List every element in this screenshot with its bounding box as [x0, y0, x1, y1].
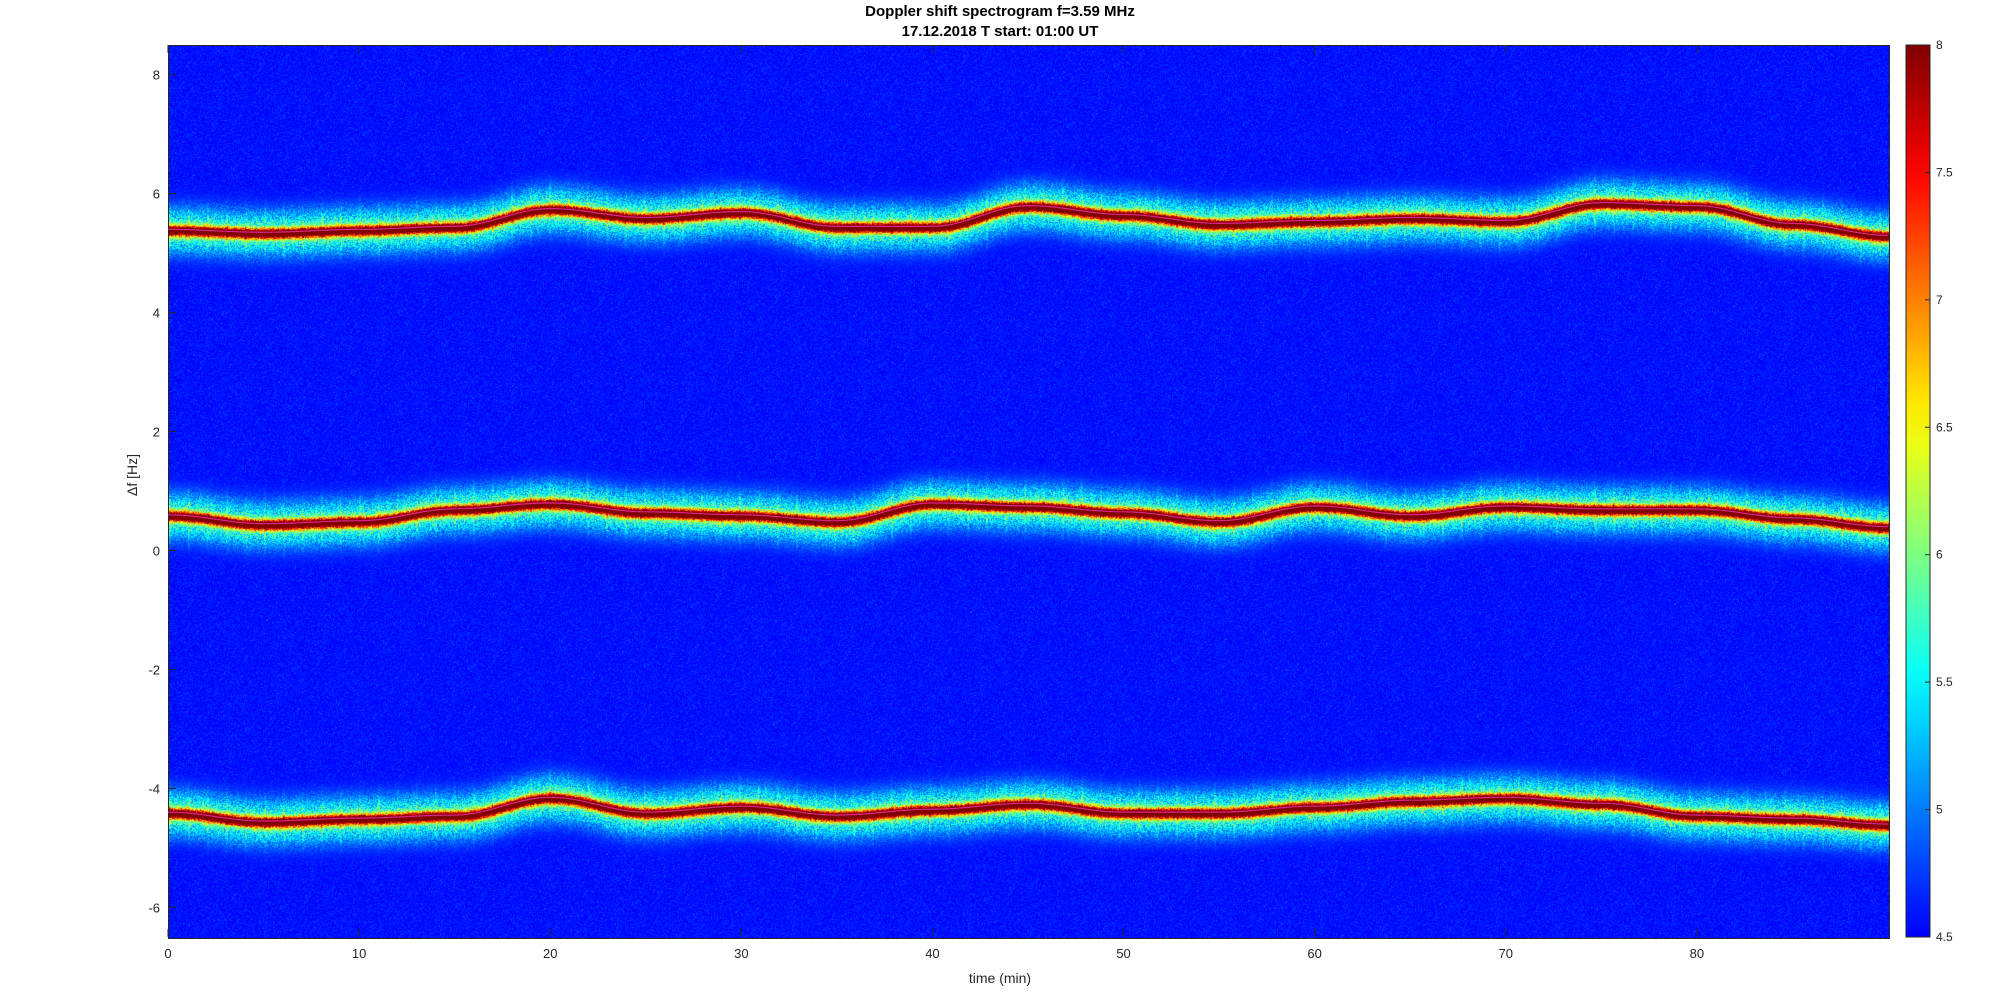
x-tick-label: 20 — [543, 946, 557, 961]
colorbar-tick-label: 7.5 — [1936, 165, 1953, 179]
y-tick-label: -4 — [148, 781, 160, 796]
colorbar-tick-label: 5 — [1936, 803, 1943, 817]
y-tick-label: 2 — [153, 425, 160, 440]
y-axis: -6 -4 -2 0 2 4 6 8 — [148, 68, 176, 915]
spectrogram-plot-area — [168, 45, 1890, 939]
y-tick-label: 8 — [153, 68, 160, 83]
x-tick-label: 70 — [1499, 946, 1513, 961]
x-tick-label: 60 — [1307, 946, 1321, 961]
y-tick-label: 0 — [153, 543, 160, 558]
colorbar-tick-label: 6.5 — [1936, 420, 1953, 434]
chart-subtitle: 17.12.2018 T start: 01:00 UT — [901, 23, 1099, 40]
y-tick-label: 6 — [153, 187, 160, 202]
y-tick-label: -6 — [148, 900, 160, 915]
colorbar-tick-label: 4.5 — [1936, 930, 1953, 944]
x-tick-label: 50 — [1116, 946, 1130, 961]
ridge-line-middle — [167, 502, 1889, 528]
y-axis-label: Δf [Hz] — [124, 453, 140, 496]
colorbar: 4.5 5 5.5 6 6.5 7 7.5 8 — [1905, 38, 1953, 944]
chart-title: Doppler shift spectrogram f=3.59 MHz — [865, 3, 1135, 20]
colorbar-tick-label: 6 — [1936, 548, 1943, 562]
x-tick-label: 10 — [352, 946, 366, 961]
spectrogram-image — [169, 46, 1889, 938]
y-tick-label: -2 — [148, 662, 160, 677]
x-tick-label: 30 — [734, 946, 748, 961]
x-tick-label: 80 — [1690, 946, 1704, 961]
colorbar-tick-label: 7 — [1936, 293, 1943, 307]
colorbar-tick-label: 5.5 — [1936, 675, 1953, 689]
x-axis: 0 10 20 30 40 50 60 70 80 — [164, 45, 1704, 961]
colorbar-gradient — [1905, 44, 1931, 938]
x-axis-label: time (min) — [968, 970, 1032, 986]
x-tick-label: 0 — [164, 946, 171, 961]
colorbar-tick-label: 8 — [1936, 38, 1943, 52]
ridge-line-upper — [167, 201, 1889, 236]
x-tick-label: 40 — [925, 946, 939, 961]
ridge-line-lower — [167, 796, 1889, 825]
y-tick-label: 4 — [153, 306, 160, 321]
